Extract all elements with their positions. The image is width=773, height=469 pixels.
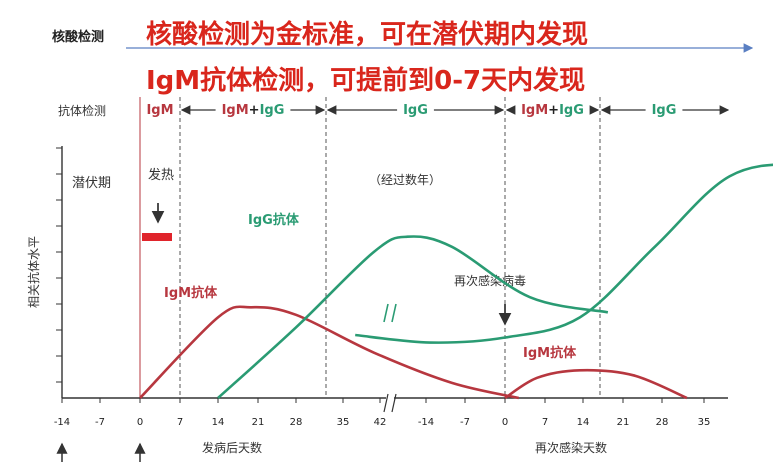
igm-antibody-label: IgM抗体 (164, 285, 218, 301)
igm-antibody-label-second: IgM抗体 (523, 345, 577, 361)
phase-dividers (139, 97, 601, 398)
main-title: 核酸检测为金标准，可在潜伏期内发现 (146, 20, 589, 50)
subtitle: IgM抗体检测，可提前到0-7天内发现 (146, 66, 586, 96)
igm-curve-first (139, 305, 520, 400)
x-tick-label: -14 (54, 417, 70, 428)
igg-antibody-label: IgG抗体 (248, 212, 300, 228)
latent-period-label: 潜伏期 (72, 176, 111, 191)
x-tick-label: 7 (542, 417, 548, 428)
fever-bar (142, 233, 172, 241)
x-tick-label: 35 (337, 417, 350, 428)
x-tick-label: 14 (212, 417, 225, 428)
phase-label: IgG (652, 103, 677, 118)
x-tick-label: 0 (137, 417, 143, 428)
x-tick-label: 7 (177, 417, 183, 428)
phase-header-row: IgM IgM+IgG IgG IgM+IgG IgG (146, 103, 730, 118)
y-axis (56, 146, 63, 398)
phase-label: IgM+IgG (521, 103, 584, 118)
y-axis-label: 相关抗体水平 (26, 236, 41, 308)
phase-label: IgG (403, 103, 428, 118)
x-tick-label: -14 (418, 417, 434, 428)
x-axis: -14 -7 0 7 14 21 28 35 42 -14 -7 0 7 14 21 28 35 (54, 397, 728, 428)
axis-break (383, 303, 397, 413)
x-axis-label-second: 再次感染天数 (535, 440, 607, 455)
row-label-antibody-test: 抗体检测 (58, 103, 106, 118)
phase-label: IgM+IgG (222, 103, 285, 118)
nucleic-test-label: 核酸检测 (52, 30, 105, 45)
x-tick-label: 28 (656, 417, 669, 428)
x-tick-label: 21 (252, 417, 265, 428)
x-tick-label: 0 (502, 417, 508, 428)
igg-curve-first (217, 235, 609, 399)
reinfection-label: 再次感染病毒 (454, 273, 526, 288)
phase-label: IgM (146, 103, 173, 118)
x-tick-label: 35 (698, 417, 711, 428)
igg-curve-second (355, 163, 773, 344)
x-tick-label: 28 (290, 417, 303, 428)
x-tick-label: -7 (460, 417, 470, 428)
igm-curve-second (504, 368, 688, 400)
x-tick-label: -7 (95, 417, 105, 428)
years-passed-label: （经过数年） (369, 172, 441, 187)
x-tick-label: 42 (374, 417, 387, 428)
x-axis-label-first: 发病后天数 (202, 440, 262, 455)
curves (139, 163, 773, 400)
fever-label: 发热 (148, 167, 174, 183)
x-tick-label: 21 (617, 417, 630, 428)
x-tick-label: 14 (577, 417, 590, 428)
